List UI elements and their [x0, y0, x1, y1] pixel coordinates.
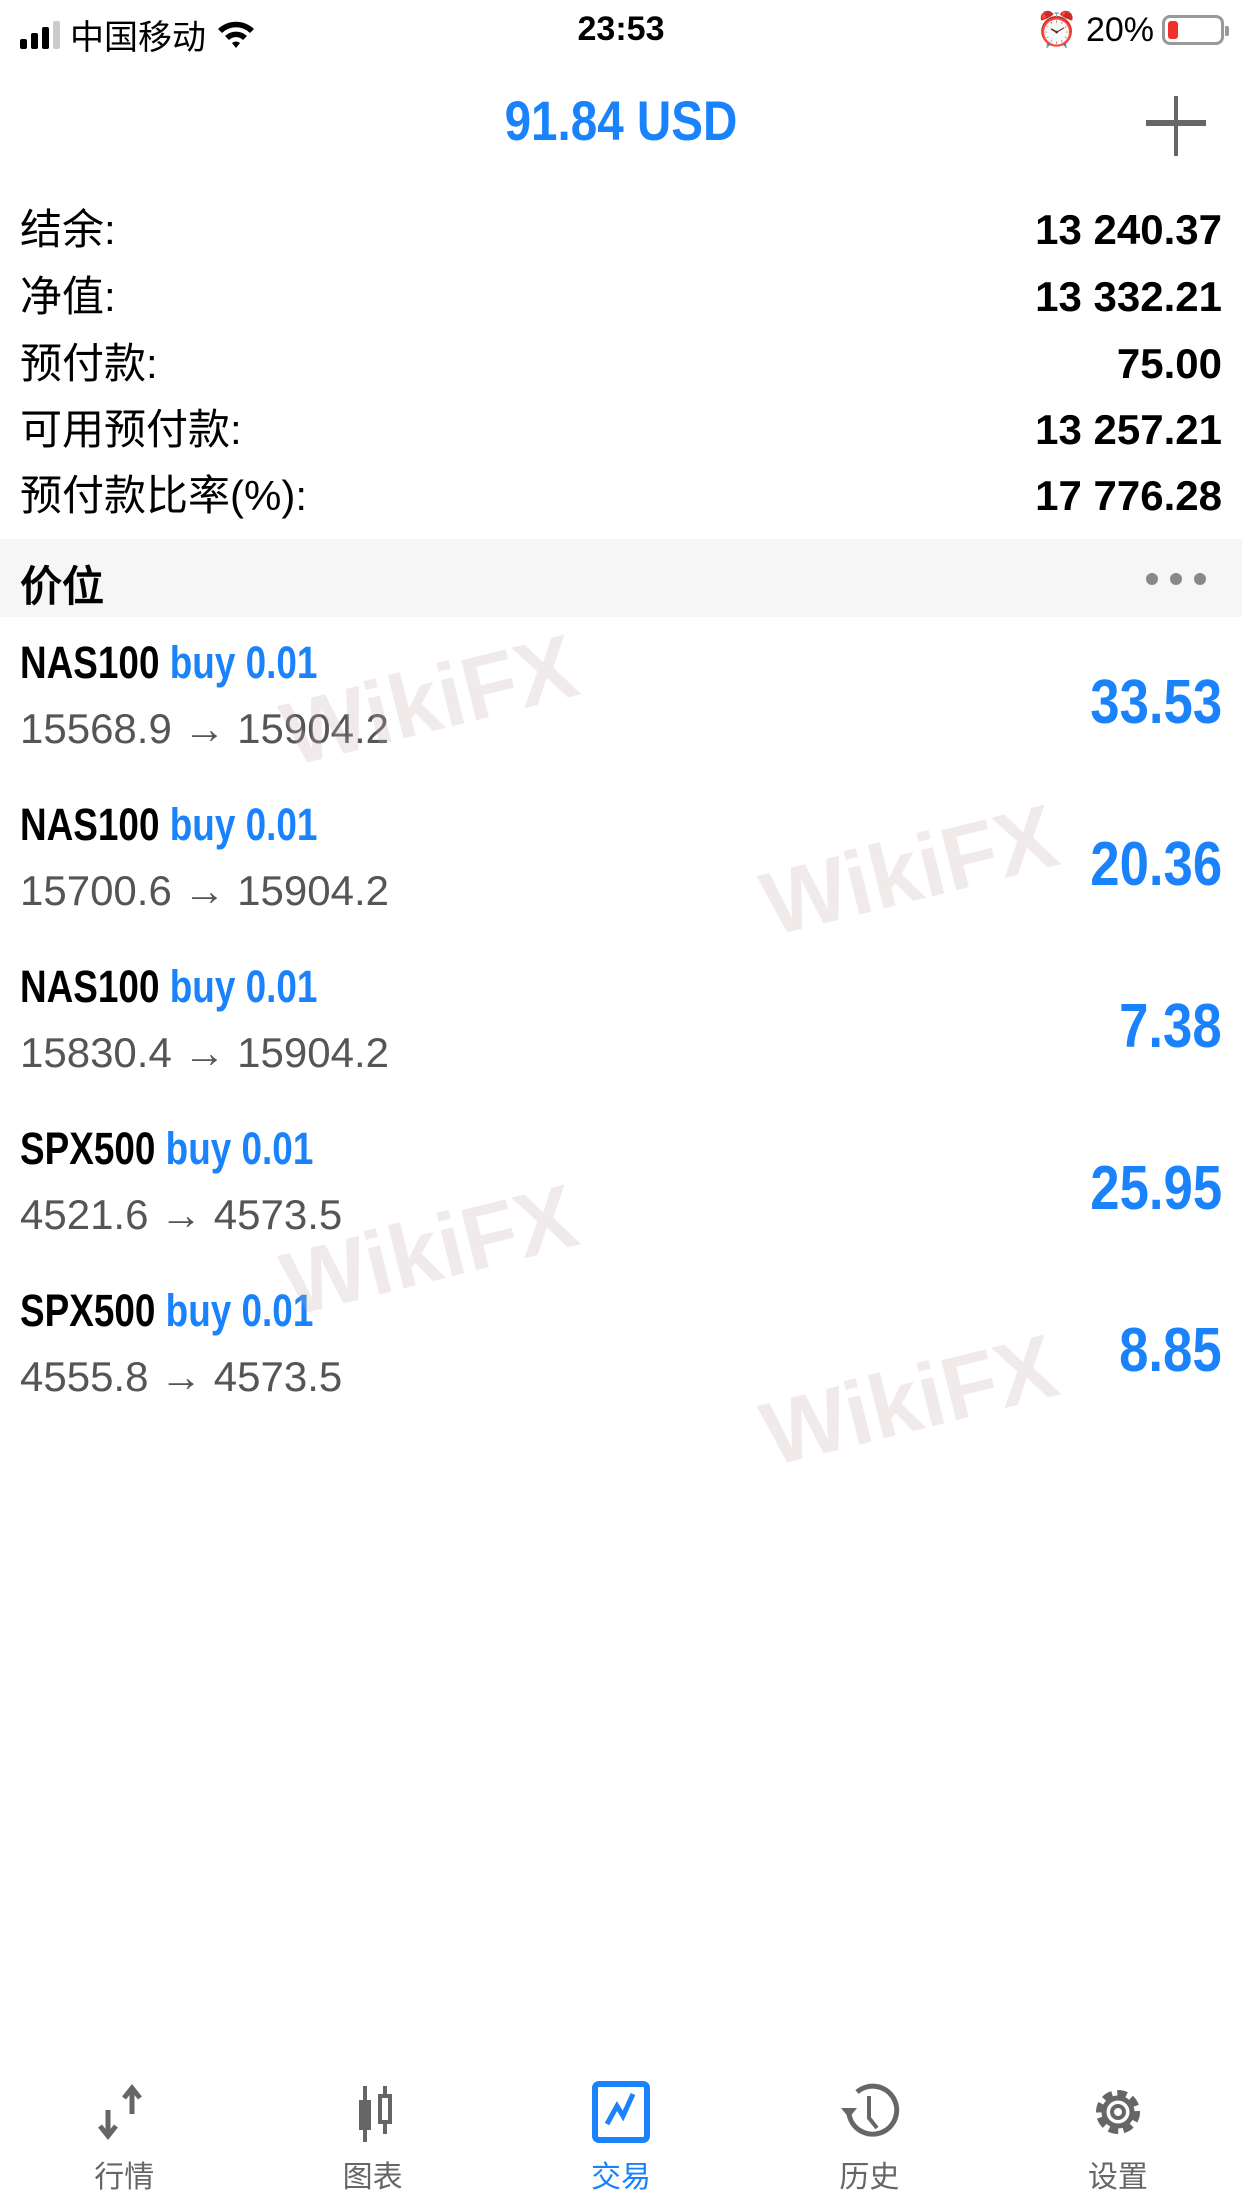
trade-chart-icon [592, 2081, 651, 2143]
summary-row-margin-level: 预付款比率(%): 17 776.28 [0, 462, 1242, 529]
position-prices: 4521.6 → 4573.5 [20, 1191, 343, 1238]
wifi-icon [218, 21, 254, 48]
position-row[interactable]: SPX500 buy 0.01 4521.6 → 4573.5 25.95 [0, 1113, 1242, 1275]
battery-percent: 20% [1085, 10, 1154, 49]
gear-icon [1095, 2090, 1140, 2134]
summary-label: 可用预付款: [20, 406, 242, 453]
position-profit: 33.53 [1090, 668, 1222, 737]
tab-bar: 行情 图表 交易 历史 设置 [0, 2058, 1242, 2208]
position-prices: 15568.9 → 15904.2 [20, 705, 389, 752]
summary-value: 13 240.37 [1035, 206, 1222, 253]
tab-history[interactable]: 历史 [745, 2058, 993, 2208]
status-bar: 中国移动 23:53 ⏰ 20% [0, 0, 1242, 64]
carrier: 中国移动 [70, 19, 206, 57]
tab-chart[interactable]: 图表 [248, 2058, 496, 2208]
position-side: buy 0.01 [169, 637, 318, 688]
tab-label: 图表 [342, 2161, 403, 2194]
summary-label: 预付款比率(%): [20, 472, 307, 519]
position-profit: 7.38 [1119, 992, 1222, 1061]
position-side: buy 0.01 [165, 1285, 314, 1336]
summary-value: 13 332.21 [1035, 273, 1222, 320]
summary-label: 结余: [20, 206, 116, 253]
position-profit: 20.36 [1090, 830, 1222, 899]
more-dots-icon[interactable] [1146, 573, 1206, 585]
summary-label: 净值: [20, 273, 116, 320]
summary-value: 13 257.21 [1035, 406, 1222, 453]
section-header-positions: 价位 [0, 539, 1242, 617]
tab-settings[interactable]: 设置 [994, 2058, 1242, 2208]
position-prices: 15830.4 → 15904.2 [20, 1029, 389, 1076]
summary-value: 17 776.28 [1035, 472, 1222, 519]
position-symbol: NAS100 [20, 961, 160, 1012]
page-title: 91.84 USD [504, 89, 738, 152]
section-title: 价位 [20, 563, 105, 610]
tab-label: 交易 [591, 2161, 652, 2194]
tab-label: 历史 [839, 2161, 900, 2194]
position-side: buy 0.01 [165, 1123, 314, 1174]
position-row[interactable]: NAS100 buy 0.01 15830.4 → 15904.2 7.38 [0, 951, 1242, 1113]
position-row[interactable]: NAS100 buy 0.01 15568.9 → 15904.2 33.53 [0, 627, 1242, 789]
position-row[interactable]: SPX500 buy 0.01 4555.8 → 4573.5 8.85 [0, 1275, 1242, 1437]
alarm-icon: ⏰ [1035, 11, 1078, 49]
position-side: buy 0.01 [169, 961, 318, 1012]
summary-value: 75.00 [1116, 340, 1222, 387]
summary-row-margin: 预付款: 75.00 [0, 330, 1242, 397]
tab-label: 行情 [94, 2161, 155, 2194]
history-clock-icon [841, 2083, 900, 2137]
position-symbol: SPX500 [20, 1123, 156, 1174]
candlestick-chart-icon [358, 2086, 392, 2142]
tab-label: 设置 [1087, 2161, 1148, 2194]
battery-icon [1162, 15, 1229, 45]
position-prices: 4555.8 → 4573.5 [20, 1353, 343, 1400]
quotes-arrows-icon [98, 2083, 143, 2141]
position-row[interactable]: NAS100 buy 0.01 15700.6 → 15904.2 20.36 [0, 789, 1242, 951]
position-symbol: NAS100 [20, 799, 160, 850]
summary-row-balance: 结余: 13 240.37 [0, 196, 1242, 263]
tab-quotes[interactable]: 行情 [0, 2058, 248, 2208]
summary-row-equity: 净值: 13 332.21 [0, 263, 1242, 330]
summary-row-free-margin: 可用预付款: 13 257.21 [0, 396, 1242, 463]
position-prices: 15700.6 → 15904.2 [20, 867, 389, 914]
position-symbol: SPX500 [20, 1285, 156, 1336]
position-symbol: NAS100 [20, 637, 160, 688]
position-profit: 8.85 [1119, 1316, 1222, 1385]
signal-icon [20, 20, 60, 49]
summary-label: 预付款: [20, 340, 158, 387]
clock: 23:53 [577, 10, 665, 48]
tab-trade[interactable]: 交易 [497, 2058, 745, 2208]
position-profit: 25.95 [1090, 1154, 1222, 1223]
position-side: buy 0.01 [169, 799, 318, 850]
plus-icon[interactable] [1146, 96, 1206, 156]
